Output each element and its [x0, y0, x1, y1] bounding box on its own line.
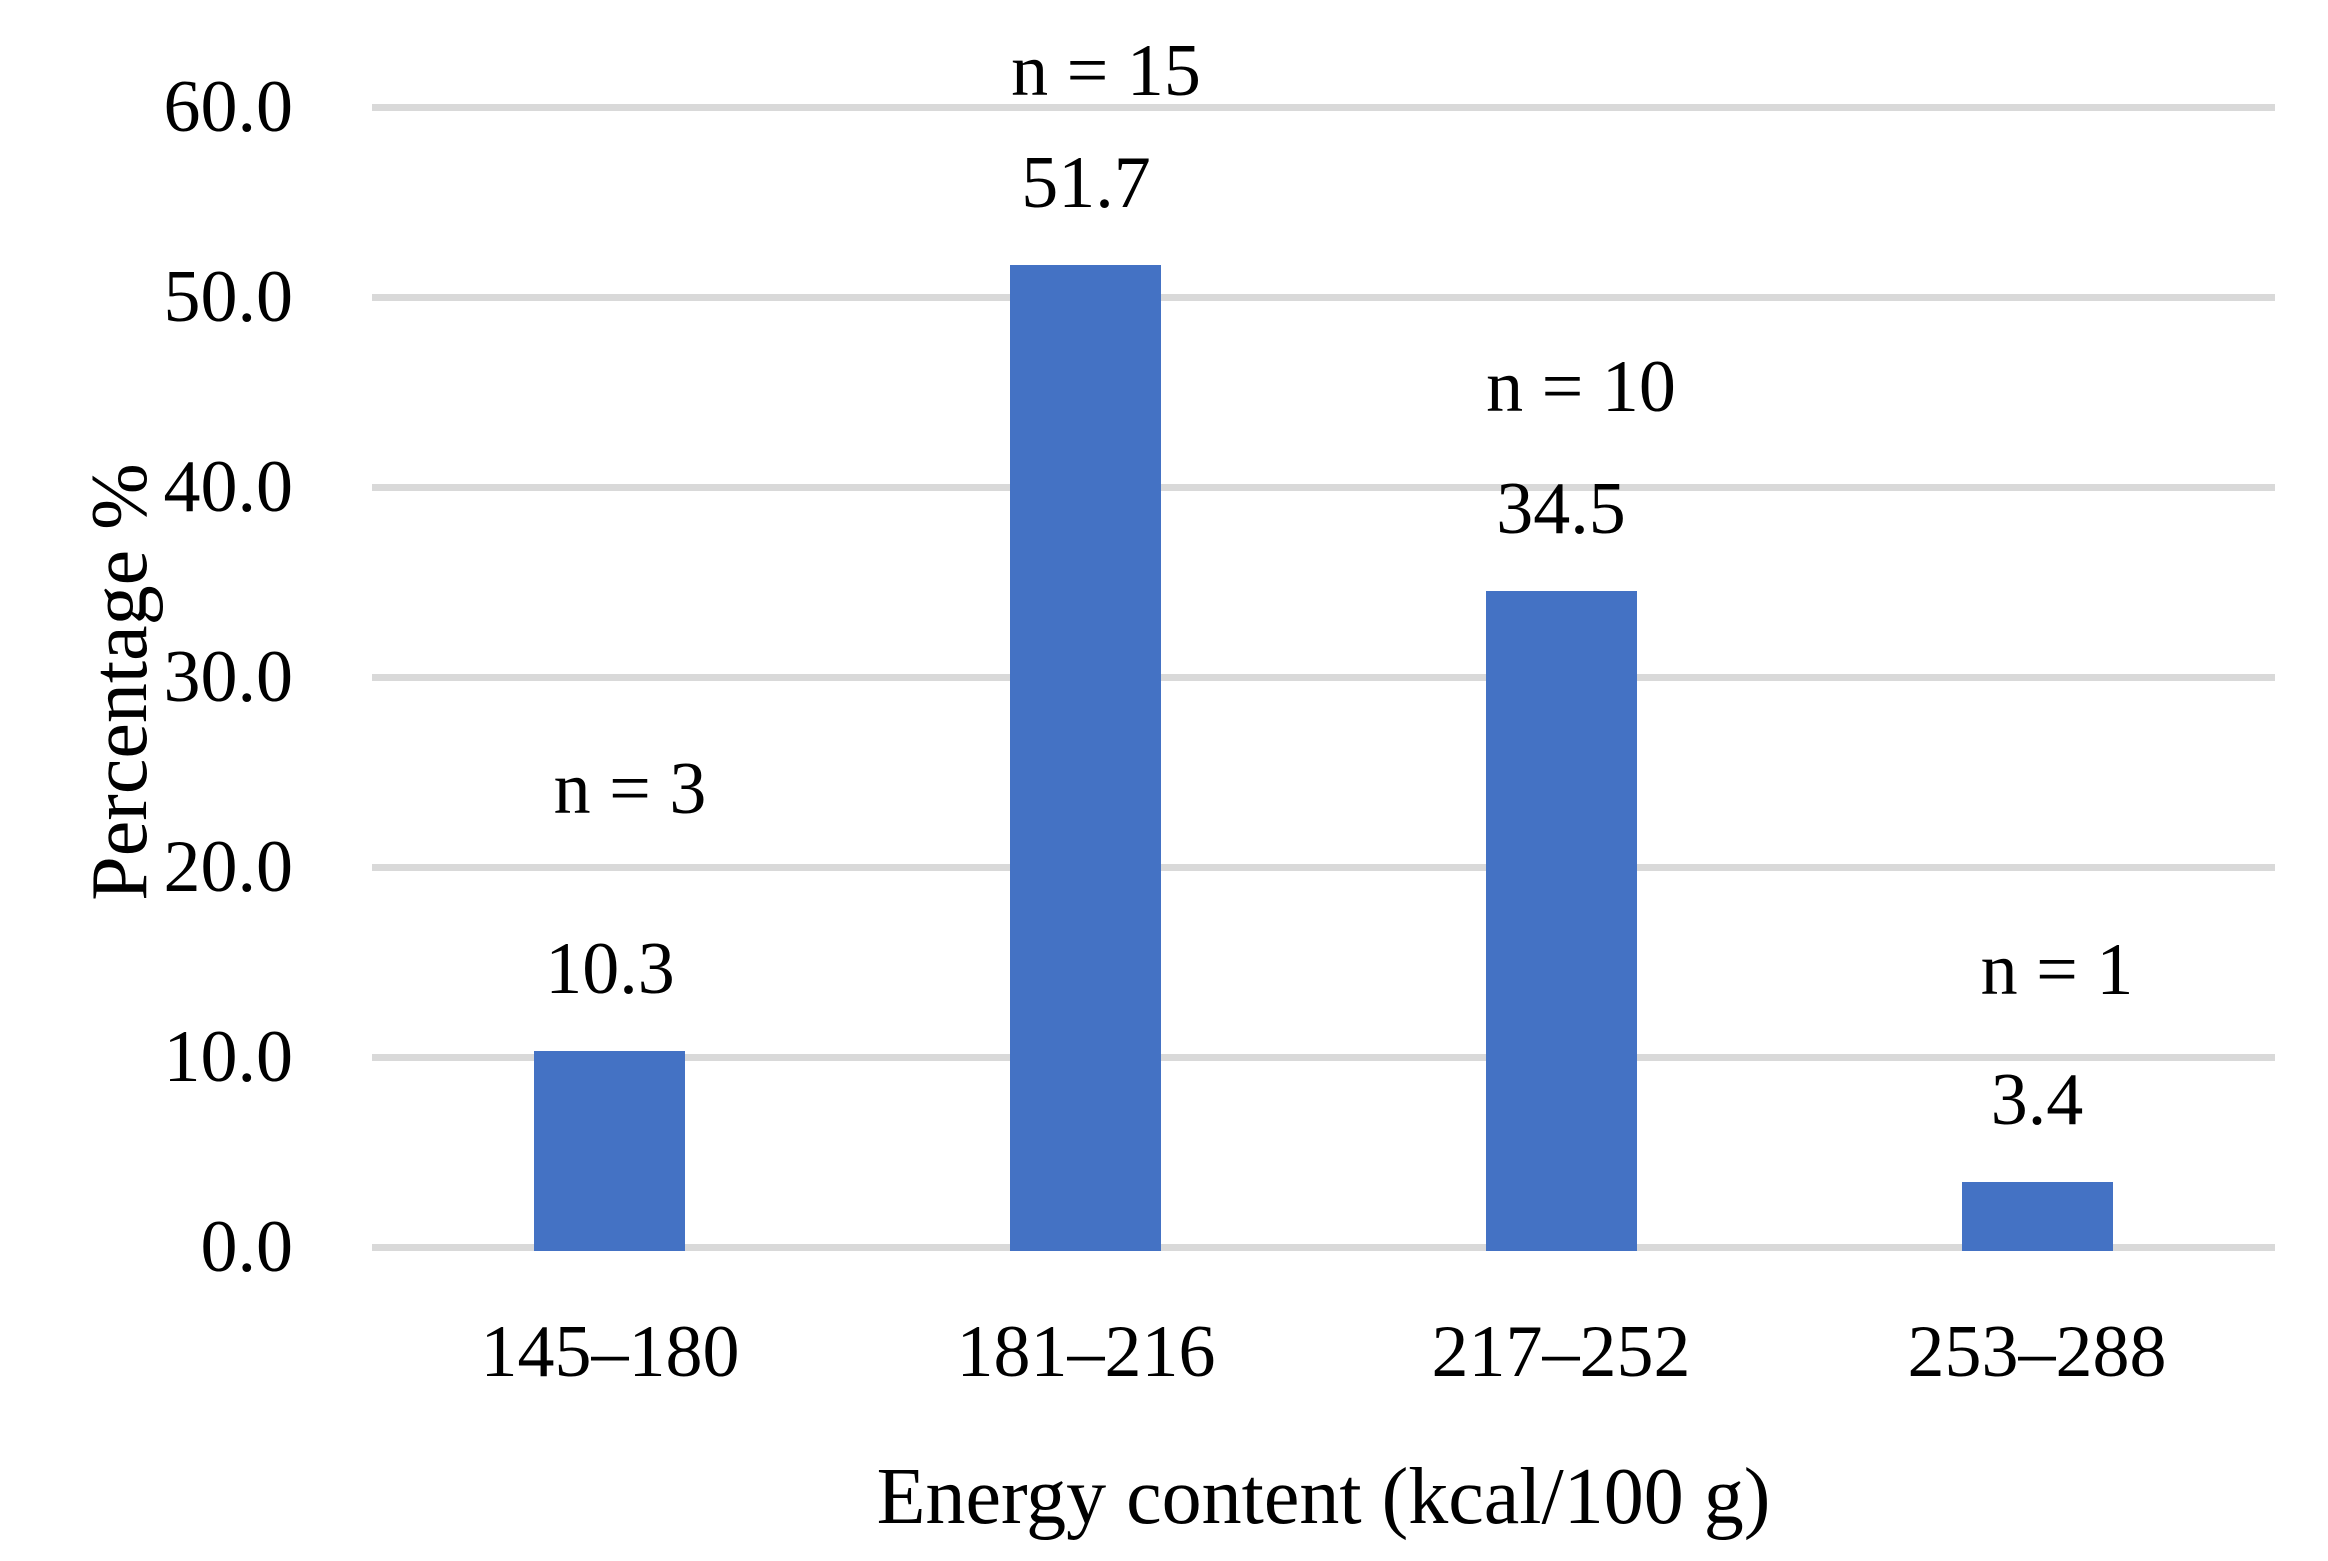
gridline-y-20	[372, 863, 2275, 871]
gridline-y-40	[372, 483, 2275, 491]
y-tick-label: 0.0	[200, 1206, 294, 1288]
bar-value-label: 51.7	[1021, 142, 1151, 224]
x-tick-label: 181–216	[956, 1311, 1216, 1393]
gridline-y-60	[372, 103, 2275, 111]
y-tick-label: 30.0	[163, 636, 294, 718]
bar-n-label: n = 3	[553, 748, 707, 830]
y-tick-label: 40.0	[163, 446, 294, 528]
y-tick-label: 50.0	[163, 256, 294, 338]
y-tick-label: 10.0	[163, 1016, 294, 1098]
gridline-y-0	[372, 1243, 2275, 1251]
x-tick-label: 253–288	[1907, 1311, 2167, 1393]
bar-253–288	[1962, 1182, 2113, 1251]
gridline-y-50	[372, 293, 2275, 301]
bar-value-label: 10.3	[545, 928, 675, 1010]
y-tick-label: 60.0	[163, 66, 294, 148]
gridline-y-10	[372, 1053, 2275, 1061]
x-axis-title: Energy content (kcal/100 g)	[876, 1453, 1771, 1541]
x-tick-label: 145–180	[480, 1311, 740, 1393]
y-tick-label: 20.0	[163, 826, 294, 908]
bar-value-label: 3.4	[1990, 1059, 2084, 1141]
bar-217–252	[1486, 591, 1637, 1251]
bar-n-label: n = 10	[1486, 346, 1676, 428]
bar-n-label: n = 15	[1011, 30, 1201, 112]
gridline-y-30	[372, 673, 2275, 681]
bar-145–180	[534, 1051, 685, 1251]
bar-181–216	[1010, 265, 1161, 1251]
bar-value-label: 34.5	[1496, 468, 1626, 550]
x-tick-label: 217–252	[1431, 1311, 1691, 1393]
bar-n-label: n = 1	[1980, 929, 2134, 1011]
